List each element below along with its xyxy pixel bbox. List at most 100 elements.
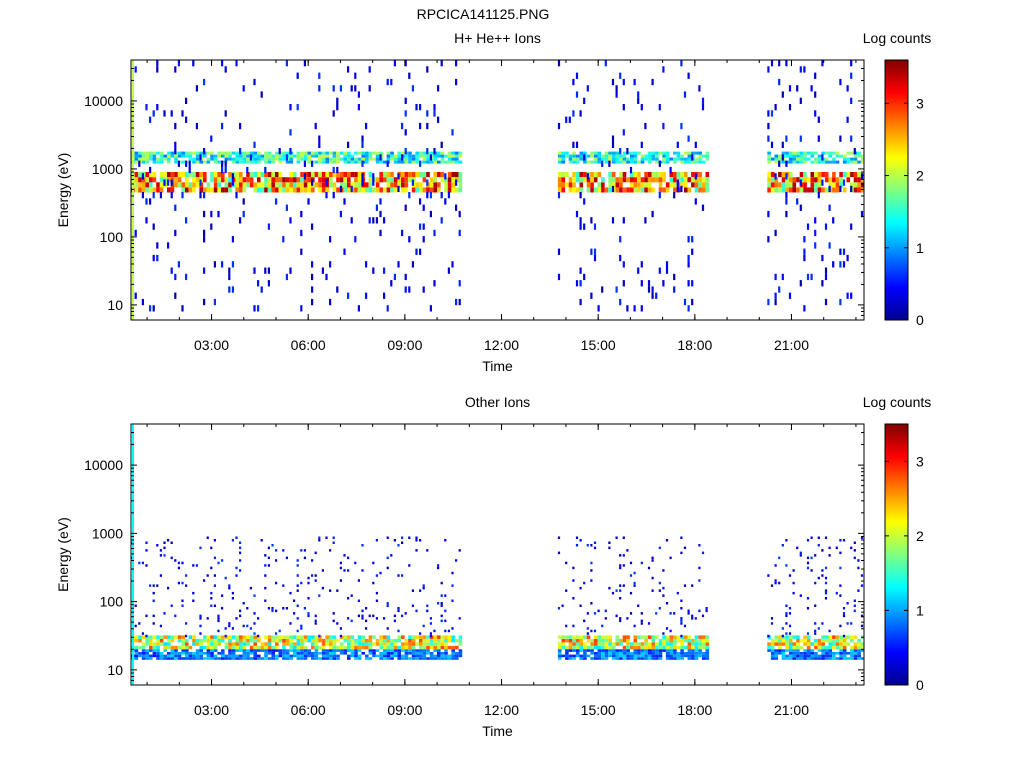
heatmap-cell	[397, 544, 400, 547]
heatmap-cell	[383, 649, 387, 652]
heatmap-cell	[303, 607, 306, 610]
heatmap-cell	[651, 649, 656, 652]
heatmap-cell	[242, 635, 247, 639]
heatmap-cell	[680, 599, 683, 602]
heatmap-cell	[375, 654, 380, 658]
heatmap-cell	[817, 172, 822, 178]
heatmap-cell	[796, 160, 800, 164]
heatmap-cell	[285, 177, 290, 183]
heatmap-cell	[770, 187, 775, 193]
heatmap-cell	[850, 635, 854, 639]
heatmap-cell	[572, 597, 575, 600]
heatmap-cell	[415, 172, 419, 178]
heatmap-cell	[293, 187, 297, 193]
heatmap-cell	[393, 182, 398, 188]
heatmap-cell	[785, 160, 788, 167]
heatmap-cell	[411, 172, 416, 178]
heatmap-cell	[361, 187, 365, 193]
heatmap-cell	[626, 645, 630, 650]
heatmap-cell	[224, 166, 227, 174]
heatmap-cell	[293, 645, 297, 650]
heatmap-cell	[267, 157, 272, 161]
heatmap-cell	[691, 652, 695, 655]
heatmap-cell	[778, 642, 782, 646]
heatmap-cell	[770, 110, 774, 117]
heatmap-cell	[792, 151, 797, 155]
heatmap-cell	[458, 617, 461, 620]
heatmap-cell	[440, 619, 443, 623]
heatmap-cell	[368, 66, 371, 73]
heatmap-cell	[141, 561, 144, 565]
heatmap-cell	[658, 638, 663, 643]
heatmap-cell	[583, 657, 587, 660]
heatmap-cell	[629, 652, 634, 655]
heatmap-cell	[397, 160, 401, 164]
heatmap-cell	[619, 148, 622, 155]
heatmap-cell	[788, 632, 792, 635]
heatmap-cell	[788, 104, 792, 111]
heatmap-cell	[267, 564, 270, 567]
heatmap-cell	[264, 652, 268, 655]
heatmap-cell	[799, 172, 804, 178]
heatmap-cell	[257, 634, 260, 638]
heatmap-cell	[411, 649, 416, 652]
heatmap-cell	[152, 177, 157, 183]
heatmap-cell	[195, 151, 200, 155]
heatmap-cell	[860, 624, 864, 628]
heatmap-cell	[767, 110, 770, 117]
heatmap-cell	[683, 654, 688, 658]
heatmap-cell	[246, 654, 250, 658]
heatmap-cell	[228, 654, 232, 658]
heatmap-cell	[846, 652, 851, 655]
heatmap-cell	[683, 157, 688, 161]
heatmap-cell	[665, 638, 670, 643]
heatmap-cell	[213, 584, 216, 587]
heatmap-cell	[159, 187, 164, 193]
heatmap-cell	[159, 657, 164, 660]
heatmap-cell	[185, 187, 189, 193]
heatmap-cell	[796, 642, 800, 646]
heatmap-cell	[372, 157, 376, 161]
heatmap-cell	[203, 645, 207, 650]
heatmap-cell	[174, 229, 177, 237]
heatmap-cell	[698, 157, 702, 161]
heatmap-cell	[134, 154, 139, 158]
heatmap-cell	[669, 654, 674, 658]
heatmap-cell	[814, 187, 818, 193]
heatmap-cell	[799, 157, 804, 161]
heatmap-cell	[375, 591, 378, 595]
heatmap-cell	[372, 267, 375, 274]
heatmap-cell	[788, 157, 793, 161]
heatmap-cell	[390, 652, 394, 655]
heatmap-cell	[188, 635, 193, 639]
heatmap-cell	[170, 635, 175, 639]
heatmap-cell	[640, 154, 645, 158]
heatmap-cell	[572, 182, 576, 188]
heatmap-cell	[199, 154, 202, 161]
heatmap-cell	[401, 657, 405, 660]
heatmap-cell	[422, 657, 427, 660]
heatmap-cell	[817, 649, 822, 652]
heatmap-cell	[365, 187, 369, 193]
heatmap-cell	[411, 654, 416, 658]
heatmap-cell	[814, 217, 817, 224]
heatmap-cell	[824, 566, 828, 570]
heatmap-cell	[314, 652, 319, 655]
heatmap-cell	[615, 151, 620, 155]
heatmap-cell	[568, 187, 573, 193]
heatmap-cell	[174, 66, 177, 73]
heatmap-cell	[557, 654, 562, 658]
heatmap-cell	[429, 305, 432, 312]
heatmap-cell	[857, 177, 861, 183]
heatmap-cell	[239, 187, 243, 193]
heatmap-cell	[778, 652, 782, 655]
heatmap-cell	[832, 642, 836, 646]
heatmap-cell	[781, 649, 786, 652]
heatmap-cell	[386, 78, 389, 86]
heatmap-cell	[159, 157, 164, 161]
heatmap-cell	[289, 160, 293, 164]
heatmap-cell	[604, 151, 609, 155]
heatmap-cell	[705, 157, 710, 161]
heatmap-cell	[788, 657, 793, 660]
heatmap-cell	[767, 66, 770, 73]
